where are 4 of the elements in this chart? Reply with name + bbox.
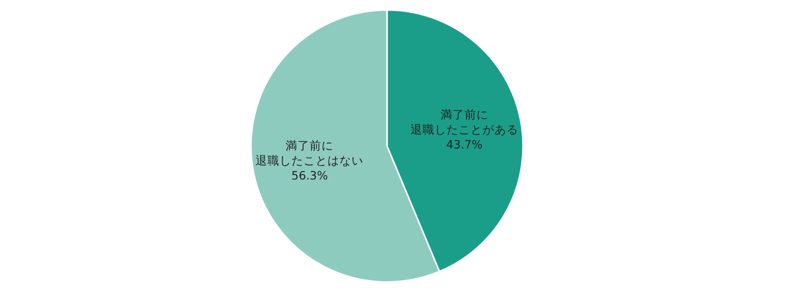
- slice-label: 満了前に退職したことはない: [256, 138, 364, 168]
- data-label: 56.3%: [291, 168, 328, 183]
- slice-label: 満了前に退職したことがある: [410, 108, 518, 137]
- data-label: 43.7%: [446, 138, 483, 152]
